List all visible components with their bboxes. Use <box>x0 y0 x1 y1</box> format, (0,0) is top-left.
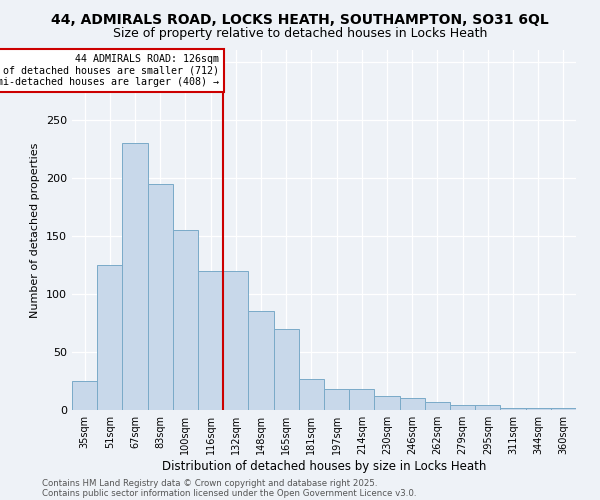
Text: 44, ADMIRALS ROAD, LOCKS HEATH, SOUTHAMPTON, SO31 6QL: 44, ADMIRALS ROAD, LOCKS HEATH, SOUTHAMP… <box>51 12 549 26</box>
Bar <box>551 408 576 410</box>
Bar <box>299 378 324 410</box>
Bar <box>223 270 248 410</box>
X-axis label: Distribution of detached houses by size in Locks Heath: Distribution of detached houses by size … <box>162 460 486 473</box>
Bar <box>526 408 551 410</box>
Bar <box>274 328 299 410</box>
Bar <box>198 270 223 410</box>
Bar <box>97 265 122 410</box>
Text: Size of property relative to detached houses in Locks Heath: Size of property relative to detached ho… <box>113 28 487 40</box>
Bar <box>72 381 97 410</box>
Y-axis label: Number of detached properties: Number of detached properties <box>31 142 40 318</box>
Bar <box>374 396 400 410</box>
Text: Contains HM Land Registry data © Crown copyright and database right 2025.: Contains HM Land Registry data © Crown c… <box>42 478 377 488</box>
Bar <box>450 406 475 410</box>
Bar <box>122 143 148 410</box>
Bar <box>173 230 198 410</box>
Bar <box>400 398 425 410</box>
Text: Contains public sector information licensed under the Open Government Licence v3: Contains public sector information licen… <box>42 488 416 498</box>
Bar <box>324 389 349 410</box>
Bar <box>425 402 450 410</box>
Bar <box>248 312 274 410</box>
Bar <box>148 184 173 410</box>
Bar <box>500 408 526 410</box>
Bar <box>475 406 500 410</box>
Bar <box>349 389 374 410</box>
Text: 44 ADMIRALS ROAD: 126sqm
← 63% of detached houses are smaller (712)
36% of semi-: 44 ADMIRALS ROAD: 126sqm ← 63% of detach… <box>0 54 220 87</box>
